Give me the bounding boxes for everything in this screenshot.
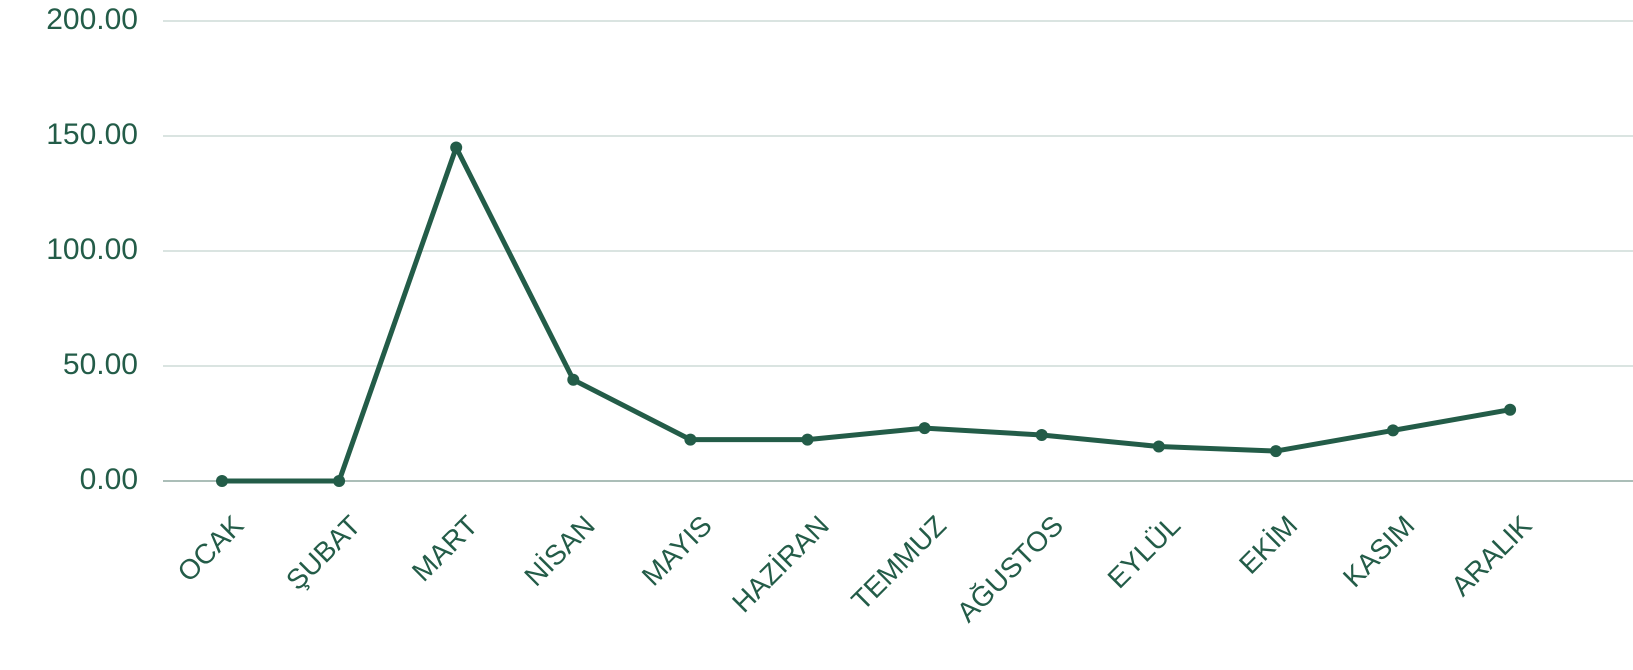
point (567, 373, 580, 386)
point (216, 475, 228, 487)
line (222, 145, 1511, 484)
x-tick-label: TEMMUZ (845, 510, 952, 617)
point (1387, 424, 1399, 437)
x-tick-label: NİSAN (518, 510, 600, 592)
x-tick-label: AĞUSTOS (951, 510, 1069, 628)
point (1504, 403, 1517, 416)
x-tick-label: MAYIS (636, 510, 718, 592)
point (1035, 429, 1048, 441)
point (1269, 445, 1282, 458)
point (1152, 440, 1165, 453)
x-tick-label: KASIM (1337, 510, 1421, 594)
y-tick-label: 100.00 (46, 233, 138, 266)
x-tick-label: MART (406, 510, 484, 588)
point (450, 141, 463, 154)
y-tick-label: 0.00 (80, 463, 138, 496)
y-tick-label: 150.00 (46, 118, 138, 151)
point (801, 433, 814, 446)
x-tick-label: EYLÜL (1102, 510, 1187, 595)
x-tick-label: ARALIK (1445, 509, 1538, 602)
x-tick-label: ŞUBAT (280, 510, 366, 596)
point (333, 475, 346, 487)
y-tick-label: 50.00 (63, 348, 138, 381)
x-tick-label: OCAK (171, 509, 249, 587)
point (684, 433, 697, 446)
y-tick-label: 200.00 (46, 3, 138, 36)
x-tick-label: EKİM (1233, 510, 1303, 580)
point (918, 422, 931, 435)
x-tick-label: HAZİRAN (726, 510, 835, 619)
